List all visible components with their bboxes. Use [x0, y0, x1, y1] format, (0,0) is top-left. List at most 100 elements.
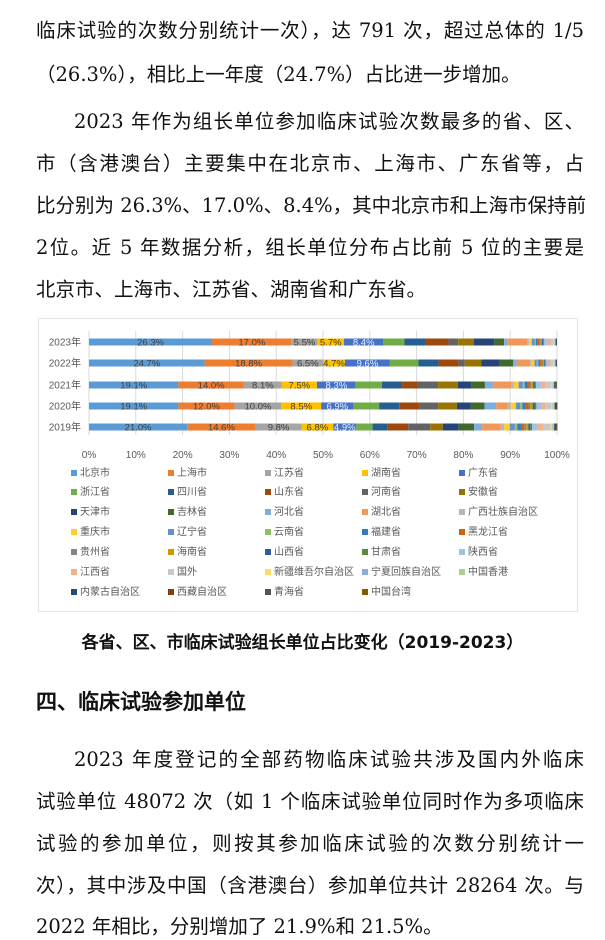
- legend-swatch: [71, 569, 77, 575]
- bar-segment: [353, 402, 380, 410]
- bar-segment: [537, 338, 540, 346]
- data-label: 26.3%: [137, 338, 164, 349]
- bar-segment: [554, 402, 557, 410]
- bar-segment: [534, 338, 536, 346]
- bar-segment: [504, 338, 508, 346]
- text-line: 北京市、上海市、江苏省、湖南省和广东省。: [36, 278, 427, 301]
- data-label: 9.8%: [268, 423, 290, 434]
- stacked-bar-chart: 0% 10% 20% 30% 40% 50% 60% 70% 80% 90% 100% 2023年 26…: [38, 318, 578, 612]
- bar-segment: [255, 423, 302, 431]
- bar-segment: [402, 381, 418, 389]
- bar-segment: [552, 423, 555, 431]
- text-line: 临床试验的次数分别统计一次），达 791 次，超过总体的 1/5: [36, 19, 584, 42]
- bar-segment: [178, 402, 235, 410]
- legend-label: 海南省: [177, 545, 207, 558]
- legend-label: 四川省: [177, 485, 207, 498]
- x-tick-label: 10%: [126, 450, 146, 461]
- bar-segment: [551, 402, 553, 410]
- bar-segment: [550, 423, 552, 431]
- legend-swatch: [71, 489, 77, 495]
- bar-segment: [458, 359, 465, 367]
- x-tick-label: 30%: [219, 450, 239, 461]
- bar-segment: [537, 423, 543, 431]
- data-label: 5.5%: [294, 338, 316, 349]
- bar-segment: [542, 338, 544, 346]
- bar-segment: [89, 338, 213, 346]
- legend-label: 重庆市: [80, 525, 110, 538]
- data-label: 10.0%: [244, 402, 271, 413]
- bar-segment: [545, 381, 552, 389]
- bar-segment: [470, 402, 485, 410]
- bar-segment: [545, 402, 552, 410]
- bar-segment: [438, 402, 457, 410]
- legend-swatch: [71, 509, 77, 515]
- bar-segment: [509, 423, 515, 431]
- data-label: 4.9%: [334, 423, 356, 434]
- x-tick-label: 100%: [544, 450, 570, 461]
- y-category-label: 2023年: [49, 336, 81, 349]
- bar-segment: [554, 338, 556, 346]
- data-label: 8.4%: [353, 338, 375, 349]
- legend-label: 广西壮族自治区: [468, 505, 538, 518]
- bar-segment: [473, 338, 495, 346]
- bar-segment: [541, 381, 546, 389]
- bar-segment: [543, 338, 547, 346]
- chart-svg: 0% 10% 20% 30% 40% 50% 60% 70% 80% 90% 100% 2023年 26…: [49, 331, 570, 598]
- text-line: 2位。近 5 年数据分析，组长单位分布占比前 5 位的主要是: [36, 236, 584, 259]
- legend-label: 山东省: [274, 485, 304, 498]
- legend-swatch: [362, 589, 368, 595]
- bar-segment: [527, 381, 530, 389]
- bar-segment: [546, 338, 550, 346]
- bar-segment: [536, 359, 539, 367]
- x-tick-label: 60%: [360, 450, 380, 461]
- bar-segment: [404, 338, 426, 346]
- bar-segment: [539, 338, 541, 346]
- bar-segment: [292, 359, 323, 367]
- bar-segment: [526, 423, 529, 431]
- bar-segment: [442, 423, 459, 431]
- data-label: 14.6%: [208, 423, 235, 434]
- bar-segment: [494, 338, 505, 346]
- bar-segment: [291, 338, 318, 346]
- bar-segment: [484, 402, 497, 410]
- legend-swatch: [265, 489, 271, 495]
- bar-segment: [372, 423, 388, 431]
- text-line: 2022 年相比，分别增加了 21.9%和 21.5%。: [36, 915, 443, 938]
- bar-segment: [507, 338, 528, 346]
- bar-segment: [530, 423, 533, 431]
- bar-segment: [204, 359, 293, 367]
- legend-label: 天津市: [80, 505, 110, 518]
- legend-label: 广东省: [468, 466, 498, 479]
- legend-label: 国外: [177, 566, 197, 578]
- x-tick-label: 90%: [500, 450, 520, 461]
- data-label: 24.7%: [133, 359, 160, 370]
- bar-segment: [522, 402, 526, 410]
- bar-segment: [534, 359, 537, 367]
- legend-label: 甘肃省: [371, 545, 401, 558]
- bar-segment: [528, 338, 532, 346]
- bar-segment: [540, 359, 542, 367]
- text-line: 试验单位 48072 次（如 1 个临床试验单位同时作为多项临床: [36, 790, 584, 813]
- bar-segment: [317, 338, 345, 346]
- bar-segment: [379, 402, 400, 410]
- legend-swatch: [71, 589, 77, 595]
- legend-label: 上海市: [177, 466, 207, 479]
- bar-segment: [532, 423, 538, 431]
- bar-segment: [513, 359, 517, 367]
- data-label: 8.3%: [326, 381, 348, 392]
- bar-segment: [430, 423, 443, 431]
- bar-segment: [514, 423, 518, 431]
- bar-segment: [316, 381, 356, 389]
- bar-segment: [540, 338, 543, 346]
- bar-segment: [510, 402, 516, 410]
- y-category-label: 2019年: [49, 421, 81, 434]
- legend-swatch: [459, 569, 465, 575]
- legend-swatch: [362, 509, 368, 515]
- data-label: 5.7%: [320, 338, 342, 349]
- bar-segment: [458, 423, 475, 431]
- legend-swatch: [168, 569, 174, 575]
- legend-swatch: [362, 470, 368, 476]
- legend-label: 湖北省: [371, 505, 401, 518]
- data-label: 19.1%: [120, 402, 147, 413]
- legend-swatch: [168, 589, 174, 595]
